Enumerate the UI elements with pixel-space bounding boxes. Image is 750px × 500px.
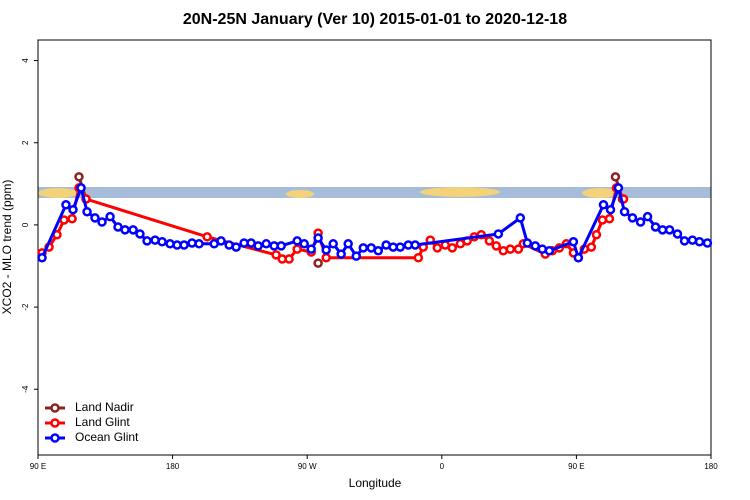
- point: [306, 244, 316, 254]
- point: [90, 213, 100, 223]
- point: [261, 239, 271, 249]
- legend-marker: [50, 418, 60, 428]
- point: [74, 172, 84, 182]
- point: [216, 236, 226, 246]
- point: [61, 200, 71, 210]
- point: [605, 204, 616, 215]
- point: [142, 236, 152, 246]
- point: [37, 253, 47, 263]
- point: [358, 243, 369, 253]
- chart-title: 20N-25N January (Ver 10) 2015-01-01 to 2…: [183, 11, 567, 28]
- point: [598, 200, 609, 210]
- point: [299, 239, 309, 249]
- point: [573, 253, 584, 263]
- point: [642, 211, 653, 222]
- point: [544, 246, 555, 256]
- point: [313, 233, 323, 243]
- point: [672, 229, 683, 239]
- legend-marker: [50, 433, 60, 443]
- point: [120, 225, 130, 235]
- point: [515, 213, 526, 223]
- x-axis-label: Longitude: [349, 476, 402, 490]
- point: [253, 241, 263, 251]
- point: [604, 213, 615, 224]
- legend-marker: [50, 403, 60, 413]
- point: [694, 236, 705, 247]
- point: [67, 213, 77, 224]
- point: [591, 230, 602, 240]
- point: [135, 229, 145, 239]
- y-tick-label: 0: [21, 222, 30, 227]
- point: [484, 236, 495, 246]
- point: [610, 172, 621, 182]
- point: [627, 213, 638, 223]
- x-tick-label: 0: [440, 462, 445, 471]
- point: [68, 204, 78, 215]
- point: [530, 241, 541, 251]
- point: [635, 217, 646, 227]
- point: [513, 244, 524, 254]
- point: [432, 243, 443, 253]
- point: [373, 246, 383, 256]
- point: [395, 242, 405, 252]
- point: [194, 239, 204, 249]
- point: [568, 236, 579, 247]
- point: [679, 236, 690, 246]
- y-tick-label: 4: [21, 58, 30, 63]
- map-strip: [38, 187, 711, 198]
- x-tick-label: 90 E: [568, 462, 584, 471]
- y-tick-label: 2: [21, 140, 30, 145]
- point: [276, 241, 286, 251]
- point: [522, 238, 533, 248]
- point: [179, 240, 189, 250]
- point: [76, 183, 86, 193]
- point: [619, 207, 630, 217]
- point: [202, 232, 212, 242]
- point: [613, 183, 624, 193]
- point: [702, 238, 713, 248]
- point: [343, 239, 353, 249]
- x-tick-label: 90 E: [30, 462, 46, 471]
- point: [313, 258, 323, 268]
- x-tick-label: 180: [704, 462, 718, 471]
- plot-frame: [37, 39, 712, 456]
- point: [292, 244, 302, 254]
- point: [82, 207, 92, 217]
- x-tick-label: 90 W: [298, 462, 317, 471]
- point: [410, 240, 420, 250]
- legend-label: Land Nadir: [75, 400, 134, 414]
- point: [505, 244, 516, 254]
- point: [413, 253, 424, 263]
- point: [321, 253, 331, 263]
- point: [284, 254, 294, 264]
- y-axis-label: XCO2 - MLO trend (ppm): [0, 180, 14, 315]
- point: [447, 243, 458, 253]
- point: [105, 211, 115, 222]
- point: [336, 249, 346, 259]
- point: [128, 225, 138, 235]
- y-tick-label: -4: [21, 385, 30, 393]
- point: [493, 229, 504, 239]
- point: [231, 242, 241, 252]
- point: [351, 251, 362, 261]
- x-tick-label: 180: [166, 462, 180, 471]
- y-tick-label: -2: [21, 303, 30, 311]
- point: [271, 250, 281, 260]
- point: [97, 217, 107, 227]
- legend-label: Land Glint: [75, 415, 130, 429]
- point: [664, 225, 675, 235]
- point: [328, 239, 338, 249]
- point: [586, 242, 597, 252]
- legend-label: Ocean Glint: [75, 430, 139, 444]
- point: [321, 245, 331, 255]
- point: [157, 236, 167, 247]
- point: [491, 241, 501, 251]
